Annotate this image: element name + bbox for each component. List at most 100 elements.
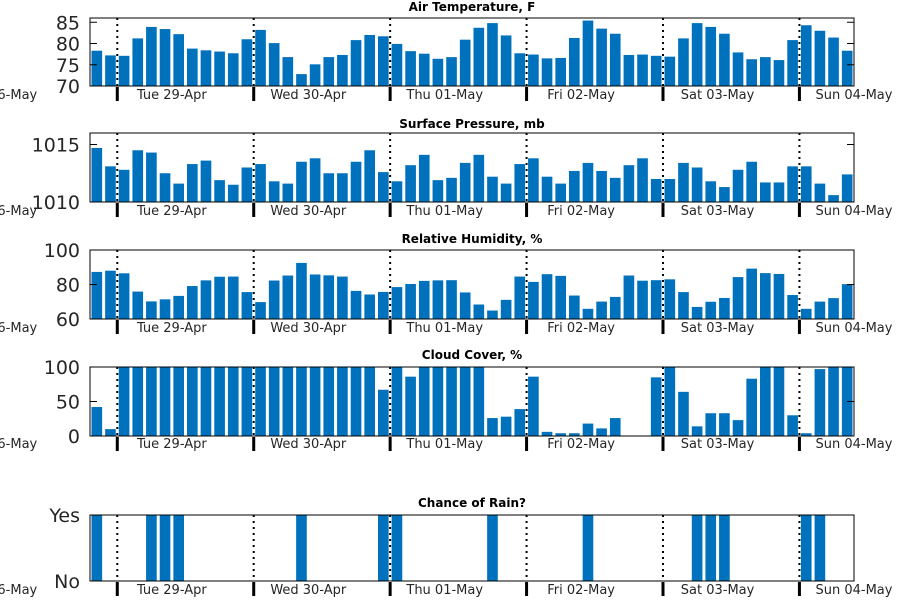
bar: [146, 152, 157, 202]
y-tick-label: 100: [44, 357, 80, 379]
x-tick-label: Sun 04-May: [816, 583, 893, 598]
axes-box: [89, 132, 855, 203]
bar: [705, 26, 717, 86]
bar: [214, 51, 225, 86]
bar: [296, 161, 307, 202]
x-tick-label: Tue 06-May: [0, 437, 38, 452]
bar: [214, 180, 225, 202]
x-tick-label: Thu 01-May: [405, 437, 483, 452]
bar: [118, 367, 130, 436]
bar: [405, 51, 416, 86]
bar: [350, 161, 362, 202]
bar: [173, 515, 184, 581]
bar: [418, 154, 430, 202]
bar: [746, 161, 757, 202]
bar: [337, 54, 348, 86]
bar: [337, 367, 348, 436]
bar: [650, 55, 662, 86]
bar: [555, 183, 566, 202]
bar: [309, 64, 321, 86]
bar: [773, 60, 785, 86]
bar: [719, 33, 730, 86]
bar: [719, 187, 730, 202]
bar: [528, 376, 539, 436]
bar: [255, 164, 266, 202]
bar: [187, 48, 198, 86]
bar: [378, 36, 389, 86]
bar: [173, 295, 184, 319]
x-tick-label: Tue 06-May: [0, 204, 38, 219]
bar: [227, 367, 239, 436]
bar: [446, 177, 457, 202]
bar: [732, 277, 744, 319]
bar: [732, 169, 744, 202]
bar: [678, 292, 689, 319]
bar: [473, 154, 485, 202]
bar: [828, 37, 839, 86]
bar: [841, 174, 853, 202]
x-tick-label: Wed 30-Apr: [270, 88, 347, 103]
bar: [541, 274, 553, 319]
bar: [650, 377, 662, 436]
bar: [678, 162, 689, 202]
bar: [146, 367, 157, 436]
bar: [705, 301, 717, 319]
bar: [146, 26, 157, 86]
chart-panel-3: Cloud Cover, % 0 50 100 Tue 29-Apr Wed 30-Apr…: [0, 348, 893, 452]
bar: [200, 160, 212, 202]
bar: [405, 283, 416, 319]
y-tick-label: 0: [68, 426, 80, 448]
bar: [268, 43, 280, 86]
x-tick-label: Tue 29-Apr: [136, 204, 207, 219]
bar: [159, 299, 171, 319]
bar: [705, 413, 717, 436]
bar: [569, 37, 580, 86]
bar: [241, 39, 253, 86]
y-tick-label: 70: [56, 76, 80, 98]
y-tick-label: 1015: [32, 135, 80, 157]
bar: [787, 415, 798, 436]
bar: [200, 280, 212, 319]
y-tick-label: Yes: [48, 505, 80, 527]
bar: [760, 367, 771, 436]
bar: [609, 418, 621, 436]
bar: [732, 52, 744, 86]
x-tick-label: Sat 03-May: [681, 437, 755, 452]
bar: [746, 59, 757, 86]
bar: [159, 29, 171, 86]
bar: [609, 177, 621, 202]
bar: [555, 433, 566, 436]
bar: [814, 369, 826, 436]
bar: [473, 367, 485, 436]
bar: [364, 367, 375, 436]
axes-box: [89, 17, 855, 87]
bar: [378, 389, 389, 436]
x-tick-label: Wed 30-Apr: [270, 583, 347, 598]
bar: [268, 367, 280, 436]
chart-panel-2: Relative Humidity, % 60 80 100 Tue 29-Apr Wed…: [0, 232, 893, 336]
x-tick-label: Fri 02-May: [547, 204, 615, 219]
x-tick-label: Sat 03-May: [681, 321, 755, 336]
bar: [487, 515, 498, 581]
bar: [664, 279, 676, 319]
bar: [500, 183, 512, 202]
x-tick-label: Tue 29-Apr: [136, 321, 207, 336]
bar: [350, 367, 362, 436]
x-tick-label: Fri 02-May: [547, 437, 615, 452]
bar: [241, 367, 253, 436]
bar: [323, 57, 335, 86]
bar: [814, 301, 826, 319]
bar: [132, 38, 144, 86]
bar: [787, 295, 798, 319]
bar: [118, 273, 130, 319]
bar: [569, 170, 580, 202]
x-tick-label: Fri 02-May: [547, 583, 615, 598]
bar: [405, 165, 416, 202]
bar: [637, 158, 648, 202]
bar: [541, 58, 553, 86]
bar: [541, 431, 553, 436]
bar: [773, 367, 785, 436]
bar: [828, 367, 839, 436]
bar: [391, 367, 403, 436]
